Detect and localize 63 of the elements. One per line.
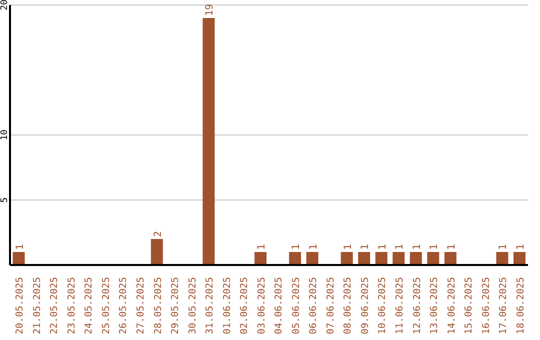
data-label: 1 <box>360 244 372 250</box>
x-tick-label: 06.06.2025 <box>308 277 320 334</box>
data-label: 1 <box>429 244 440 250</box>
bar <box>306 252 318 265</box>
y-tick-label: 10 <box>0 130 10 140</box>
x-tick-label: 29.05.2025 <box>170 277 182 334</box>
data-label: 2 <box>152 230 164 237</box>
data-label: 1 <box>394 244 406 250</box>
data-label: 1 <box>515 244 526 250</box>
bar <box>289 252 302 265</box>
bar <box>444 252 456 265</box>
bar <box>254 252 266 265</box>
x-tick-label: 10.06.2025 <box>377 277 388 334</box>
data-label: 1 <box>256 244 268 250</box>
x-tick-label: 25.05.2025 <box>100 277 112 334</box>
data-label: 1 <box>377 244 388 250</box>
data-label: 1 <box>498 244 510 250</box>
x-tick-label: 12.06.2025 <box>412 277 423 334</box>
x-tick-label: 24.05.2025 <box>84 277 95 334</box>
data-label: 1 <box>412 244 423 250</box>
x-tick-label: 09.06.2025 <box>360 277 371 334</box>
data-label: 1 <box>342 244 354 250</box>
x-tick-label: 01.06.2025 <box>222 277 233 334</box>
bar <box>410 252 422 265</box>
y-tick-label: 20 <box>0 0 10 10</box>
bar <box>12 252 25 265</box>
data-label: 19 <box>204 4 216 16</box>
bar <box>496 252 508 265</box>
x-tick-label: 15.06.2025 <box>464 277 475 334</box>
data-label: 1 <box>291 244 302 250</box>
bar <box>513 252 526 265</box>
x-tick-label: 30.05.2025 <box>187 277 198 334</box>
bar <box>202 18 215 265</box>
x-tick-label: 07.06.2025 <box>325 277 336 334</box>
bar <box>150 239 163 265</box>
x-tick-label: 02.06.2025 <box>239 277 250 334</box>
data-label: 1 <box>308 244 320 250</box>
x-tick-label: 17.06.2025 <box>498 277 510 334</box>
x-tick-label: 16.06.2025 <box>480 277 492 334</box>
x-tick-label: 13.06.2025 <box>429 277 440 334</box>
x-tick-label: 26.05.2025 <box>118 277 130 334</box>
bar <box>340 252 353 265</box>
bar <box>427 252 440 265</box>
bar <box>375 252 388 265</box>
x-tick-label: 18.06.2025 <box>515 277 526 334</box>
x-tick-label: 03.06.2025 <box>256 277 268 334</box>
x-tick-label: 11.06.2025 <box>394 277 406 334</box>
x-tick-label: 08.06.2025 <box>342 277 354 334</box>
x-tick-label: 22.05.2025 <box>49 277 60 334</box>
x-tick-label: 20.05.2025 <box>14 277 26 334</box>
data-label: 1 <box>446 244 458 250</box>
x-tick-label: 21.05.2025 <box>32 277 43 334</box>
data-label: 1 <box>14 244 26 250</box>
bar <box>392 252 405 265</box>
x-tick-label: 05.06.2025 <box>290 277 302 334</box>
x-tick-label: 31.05.2025 <box>204 277 216 334</box>
bar <box>358 252 370 265</box>
x-tick-label: 28.05.2025 <box>152 277 164 334</box>
x-tick-label: 27.05.2025 <box>136 277 146 334</box>
x-tick-label: 14.06.2025 <box>446 277 458 334</box>
x-tick-label: 23.05.2025 <box>66 277 78 334</box>
x-tick-label: 04.06.2025 <box>274 277 285 334</box>
y-tick-label: 5 <box>0 197 10 203</box>
